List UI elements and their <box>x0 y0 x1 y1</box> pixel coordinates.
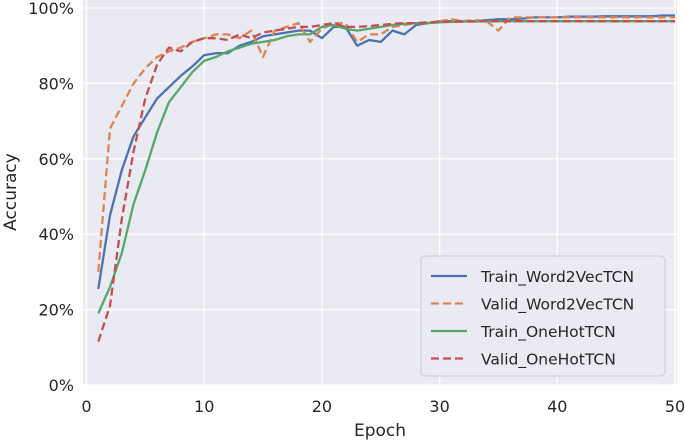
legend-label: Train_OneHotTCN <box>480 323 616 342</box>
legend-box <box>420 255 666 377</box>
series-line-valid-word2vectcn <box>97 16 675 272</box>
legend: Train_Word2VecTCN Valid_Word2VecTCN Train_… <box>420 255 666 377</box>
x-tick-label: 10 <box>194 397 214 416</box>
y-tick-label: 40% <box>38 225 74 244</box>
y-axis-label: Accuracy <box>1 153 21 231</box>
x-axis-label: Epoch <box>354 421 406 441</box>
x-tick-label: 50 <box>665 397 685 416</box>
y-tick-label: 0% <box>49 376 74 395</box>
x-tick-label: 30 <box>429 397 449 416</box>
x-tick-label: 0 <box>81 397 91 416</box>
legend-label: Valid_OneHotTCN <box>481 351 616 370</box>
y-tick-label: 80% <box>38 74 74 93</box>
series-line-valid-onehottcn <box>97 20 675 342</box>
y-tick-label: 60% <box>38 150 74 169</box>
y-tick-label: 20% <box>38 301 74 320</box>
legend-label: Train_Word2VecTCN <box>480 268 634 287</box>
y-tick-label: 100% <box>28 0 74 18</box>
x-tick-label: 20 <box>312 397 332 416</box>
legend-label: Valid_Word2VecTCN <box>481 296 634 315</box>
x-tick-label: 40 <box>547 397 567 416</box>
